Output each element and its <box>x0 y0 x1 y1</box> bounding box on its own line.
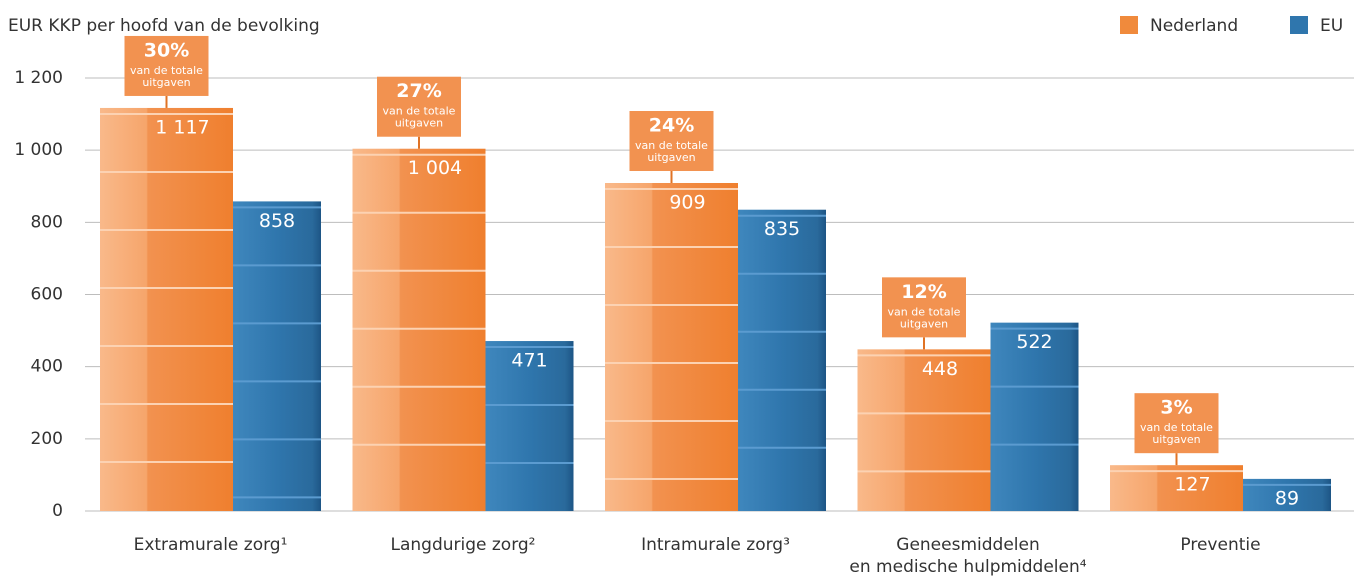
share-label: 27% <box>396 80 441 102</box>
y-tick-label: 0 <box>52 501 63 521</box>
callout <box>377 76 461 137</box>
x-tick-label: Intramurale zorg³ <box>641 535 790 555</box>
legend-label: Nederland <box>1150 16 1238 36</box>
share-label: 24% <box>649 115 694 137</box>
share-note: uitgaven <box>1152 433 1200 446</box>
share-note: van de totale <box>383 105 456 118</box>
value-label: 1 117 <box>155 116 209 138</box>
y-tick-label: 600 <box>31 285 63 305</box>
bar <box>352 148 486 511</box>
bar <box>485 341 574 511</box>
x-tick-label: Preventie <box>1180 535 1260 555</box>
value-label: 835 <box>764 218 800 240</box>
callout <box>629 111 714 172</box>
bar <box>857 349 991 511</box>
bar <box>1110 465 1243 511</box>
y-tick-label: 1 000 <box>14 140 63 160</box>
legend-swatch <box>1290 16 1308 34</box>
bar <box>233 201 321 511</box>
share-label: 3% <box>1160 397 1192 419</box>
share-note: uitgaven <box>900 317 948 330</box>
share-note: van de totale <box>130 64 203 77</box>
share-note: uitgaven <box>647 151 695 164</box>
share-note: van de totale <box>888 305 961 318</box>
legend-label: EU <box>1320 16 1343 36</box>
callout <box>882 277 966 338</box>
value-label: 471 <box>511 350 547 372</box>
value-label: 1 004 <box>408 157 462 179</box>
y-tick-label: 200 <box>31 429 63 449</box>
y-axis-title: EUR KKP per hoofd van de bevolking <box>8 16 320 36</box>
value-label: 858 <box>259 210 295 232</box>
share-note: uitgaven <box>395 117 443 130</box>
share-label: 12% <box>901 281 946 303</box>
value-label: 522 <box>1016 331 1052 353</box>
value-label: 89 <box>1275 487 1299 509</box>
callout <box>1134 393 1219 454</box>
y-tick-label: 400 <box>31 357 63 377</box>
y-tick-label: 1 200 <box>14 68 63 88</box>
bar <box>605 183 738 511</box>
x-tick-label: Langdurige zorg² <box>390 535 535 555</box>
value-label: 448 <box>922 358 958 380</box>
value-label: 127 <box>1174 474 1210 496</box>
bar <box>100 107 233 512</box>
share-note: van de totale <box>1140 421 1213 434</box>
share-label: 30% <box>144 39 189 61</box>
callout <box>124 35 209 96</box>
y-tick-label: 800 <box>31 212 63 232</box>
bar <box>738 209 826 511</box>
x-tick-label: Extramurale zorg¹ <box>134 535 288 555</box>
x-tick-label: Geneesmiddelen en medische hulpmiddelen⁴ <box>849 535 1086 577</box>
value-label: 909 <box>669 192 705 214</box>
share-note: van de totale <box>635 139 708 152</box>
bar <box>990 322 1079 511</box>
share-note: uitgaven <box>142 76 190 89</box>
legend-swatch <box>1120 16 1138 34</box>
